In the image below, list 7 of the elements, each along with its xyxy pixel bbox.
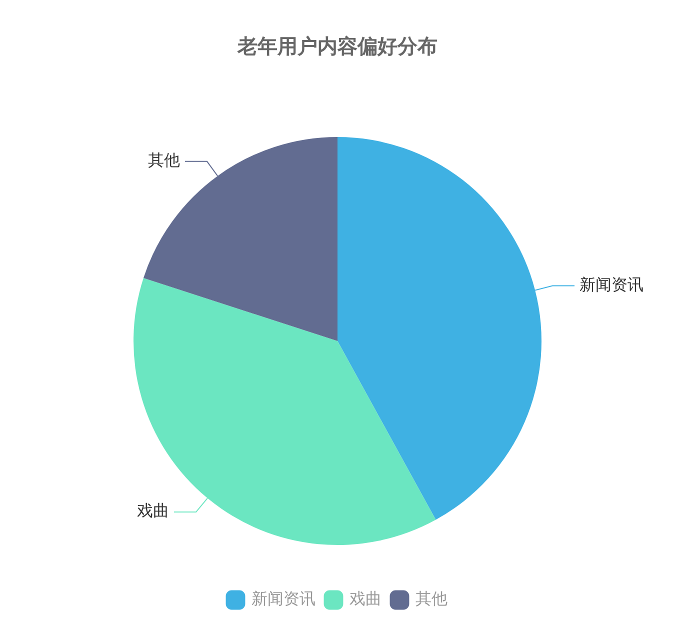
legend-label: 其他 [416,589,448,608]
slice-label: 戏曲 [136,501,169,520]
slice-label: 其他 [148,150,180,170]
legend-label: 戏曲 [350,589,382,608]
legend-label: 新闻资讯 [252,589,316,608]
slice-label: 新闻资讯 [580,274,644,294]
chart-title: 老年用户内容偏好分布 [236,34,438,58]
